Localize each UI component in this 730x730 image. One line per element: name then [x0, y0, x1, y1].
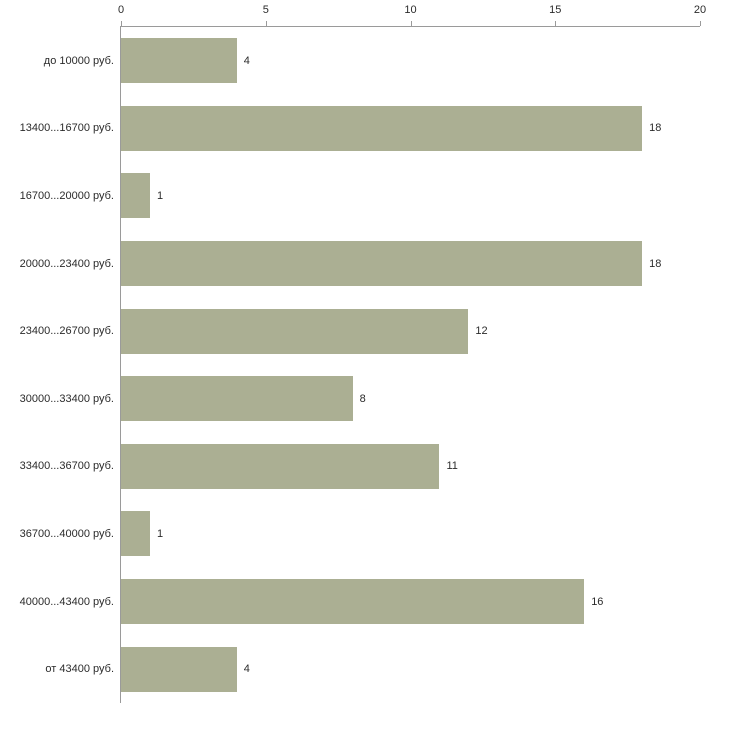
category-label: от 43400 руб.	[45, 663, 114, 676]
category-label: 30000...33400 руб.	[19, 392, 114, 405]
bar	[121, 38, 237, 84]
category-label: 40000...43400 руб.	[19, 595, 114, 608]
bar-row: 16700...20000 руб. 1	[20, 162, 700, 230]
value-label: 4	[243, 54, 250, 67]
value-label: 16	[591, 595, 604, 608]
bar	[121, 443, 440, 489]
bar	[121, 579, 585, 625]
x-tick-label: 10	[404, 4, 417, 16]
x-tick-label: 15	[549, 4, 562, 16]
value-label: 1	[156, 189, 164, 202]
category-label: 13400...16700 руб.	[19, 122, 114, 135]
value-label: 18	[649, 122, 662, 135]
bar-row: 30000...33400 руб. 8	[20, 365, 700, 433]
category-label: 20000...23400 руб.	[19, 257, 114, 270]
bar	[121, 173, 150, 219]
value-label: 12	[475, 325, 488, 338]
x-tick-mark	[555, 21, 557, 26]
bar	[121, 308, 469, 354]
x-tick-mark	[121, 21, 122, 26]
bar-row: 20000...23400 руб. 18	[20, 230, 700, 298]
category-label: 16700...20000 руб.	[19, 189, 114, 202]
x-tick-label: 20	[693, 4, 707, 16]
x-tick-mark	[700, 21, 701, 26]
bar	[121, 511, 150, 557]
plot-area: 0 5 10 15 20 до 10000 руб. 4 13400...16700 руб…	[20, 4, 706, 703]
value-label: 8	[359, 392, 366, 405]
bar	[121, 376, 353, 422]
bar-row: от 43400 руб. 4	[45, 635, 700, 703]
bar-row: 13400...16700 руб. 18	[20, 95, 700, 163]
bar-row: 23400...26700 руб. 12	[20, 297, 700, 365]
bar	[121, 646, 237, 692]
x-tick-mark	[410, 21, 412, 26]
x-tick-mark	[265, 21, 267, 26]
bar-row: до 10000 руб. 4	[44, 27, 700, 95]
value-label: 4	[243, 663, 250, 676]
bar	[121, 105, 643, 151]
bar-row: 36700...40000 руб. 1	[20, 500, 700, 568]
bar	[121, 241, 643, 287]
bar-rows: до 10000 руб. 4 13400...16700 руб. 18 16700.…	[20, 27, 700, 703]
value-label: 18	[649, 257, 662, 270]
value-label: 11	[446, 460, 458, 473]
category-label: 23400...26700 руб.	[19, 325, 114, 338]
category-label: 36700...40000 руб.	[19, 527, 114, 540]
bar-row: 40000...43400 руб. 16	[20, 568, 700, 636]
category-label: 33400...36700 руб.	[19, 460, 114, 473]
bar-row: 33400...36700 руб. 11	[20, 433, 700, 501]
value-label: 1	[156, 527, 164, 540]
x-tick-label: 5	[262, 4, 269, 16]
x-tick-label: 0	[117, 4, 125, 16]
category-label: до 10000 руб.	[43, 54, 114, 67]
